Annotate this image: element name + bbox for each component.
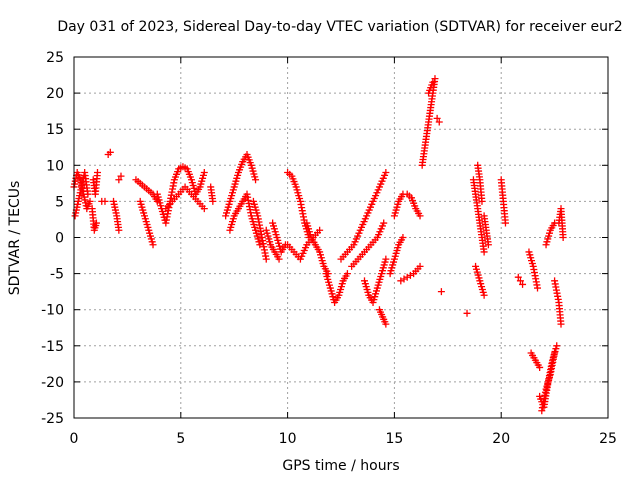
y-tick-label: -10 — [41, 303, 64, 319]
data-point — [516, 277, 524, 285]
data-point — [382, 169, 390, 177]
chart-title: Day 031 of 2023, Sidereal Day-to-day VTE… — [57, 19, 622, 35]
data-point — [463, 309, 471, 317]
y-tick-label: 15 — [46, 122, 64, 138]
data-point — [435, 118, 443, 126]
x-axis-label: GPS time / hours — [282, 458, 399, 474]
y-tick-label: 20 — [46, 86, 64, 102]
tick-layer: 0 5 10 15 20 25 -25 -20 -15 -10 -5 0 5 10 15 20 25 — [41, 50, 617, 447]
data-point — [480, 248, 488, 256]
y-tick-label: 5 — [55, 194, 64, 210]
data-point — [480, 291, 488, 299]
data-point — [437, 288, 445, 296]
y-tick-label: -20 — [41, 375, 64, 391]
plot-frame — [73, 56, 609, 419]
data-point — [399, 234, 407, 241]
data-point — [84, 190, 92, 198]
data-point — [343, 270, 351, 278]
data-point — [115, 226, 123, 234]
data-point — [416, 212, 424, 220]
y-tick-label: -25 — [41, 411, 64, 427]
y-tick-label: 25 — [46, 50, 64, 66]
data-point — [209, 197, 217, 205]
data-point — [534, 284, 542, 292]
data-point — [316, 226, 324, 234]
x-tick-label: 25 — [599, 431, 617, 447]
y-tick-label: -15 — [41, 339, 64, 355]
data-point — [256, 241, 264, 249]
x-tick-label: 10 — [279, 431, 297, 447]
data-point — [262, 255, 270, 263]
grid-layer — [74, 57, 608, 418]
data-point — [117, 172, 125, 180]
data-points — [70, 75, 567, 415]
y-tick-label: 10 — [46, 158, 64, 174]
data-point — [380, 219, 388, 227]
x-tick-label: 0 — [70, 431, 79, 447]
data-point — [553, 342, 561, 350]
data-point — [484, 241, 492, 249]
data-point — [93, 169, 101, 177]
data-point — [431, 75, 439, 83]
data-point — [115, 176, 123, 184]
data-point — [382, 320, 390, 328]
data-point — [149, 241, 157, 249]
data-point — [433, 114, 441, 122]
data-point — [416, 262, 424, 270]
data-point — [200, 205, 208, 213]
data-point — [551, 349, 559, 357]
data-point — [101, 197, 109, 205]
x-tick-label: 15 — [385, 431, 403, 447]
y-tick-label: -5 — [50, 267, 64, 283]
data-point — [275, 255, 283, 263]
data-point — [382, 255, 390, 263]
data-point — [86, 197, 94, 205]
data-point — [252, 176, 260, 184]
x-tick-label: 5 — [176, 431, 185, 447]
data-point — [519, 280, 527, 288]
data-point — [200, 169, 208, 177]
data-point — [514, 273, 522, 281]
data-point — [559, 234, 567, 241]
x-tick-label: 20 — [492, 431, 510, 447]
data-point — [478, 197, 486, 205]
data-point — [536, 363, 544, 371]
y-tick-label: 0 — [55, 231, 64, 247]
data-point — [106, 148, 114, 156]
data-point — [501, 219, 509, 227]
data-point — [92, 219, 100, 227]
data-point — [557, 320, 565, 328]
y-axis-label: SDTVAR / TECUs — [7, 181, 23, 296]
data-point — [429, 78, 437, 86]
